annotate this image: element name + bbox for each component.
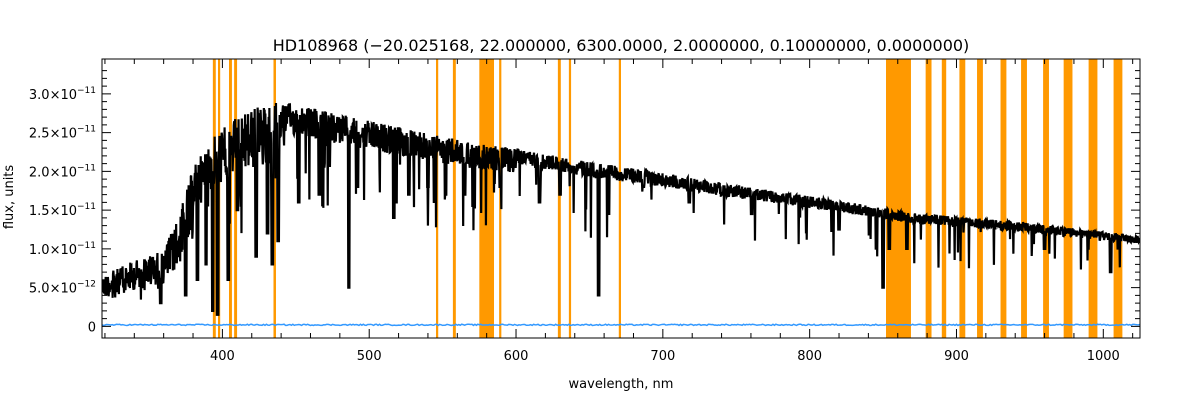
y-tick-exponent: −11 xyxy=(77,163,96,173)
x-tick-label: 600 xyxy=(504,349,529,364)
y-tick-label: 2.0×10−11 xyxy=(29,163,96,180)
masked-region-band xyxy=(557,59,561,338)
x-tick-label: 700 xyxy=(650,349,675,364)
x-tick-label: 400 xyxy=(210,349,235,364)
y-axis-title: flux, units xyxy=(2,165,17,230)
y-axis: 05.0×10−121.0×10−111.5×10−112.0×10−112.5… xyxy=(29,70,1140,335)
plot-inner xyxy=(102,59,1140,338)
x-axis-title: wavelength, nm xyxy=(569,377,674,392)
masked-region-band xyxy=(959,59,966,338)
plot-frame xyxy=(101,58,1141,339)
masked-region-band xyxy=(941,59,947,338)
masked-region-band xyxy=(1113,59,1123,338)
x-tick-label: 500 xyxy=(357,349,382,364)
y-tick-mantissa: 1.5×10 xyxy=(29,204,77,219)
x-tick-label: 900 xyxy=(944,349,969,364)
spectrum-flux-line xyxy=(102,102,1140,316)
y-tick-mantissa: 5.0×10 xyxy=(29,282,77,297)
y-tick-label: 3.0×10−11 xyxy=(29,86,96,103)
masked-region-band xyxy=(568,59,572,338)
x-tick-label: 800 xyxy=(797,349,822,364)
masked-region-band xyxy=(925,59,932,338)
chart-title: HD108968 (−20.025168, 22.000000, 6300.00… xyxy=(273,36,970,55)
y-tick-mantissa: 2.5×10 xyxy=(29,127,77,142)
error-series-line xyxy=(102,323,1140,327)
y-tick-exponent: −11 xyxy=(77,202,96,212)
y-tick-label: 5.0×10−12 xyxy=(29,280,96,297)
y-tick-mantissa: 0 xyxy=(88,320,96,335)
y-tick-mantissa: 3.0×10 xyxy=(29,88,77,103)
masked-region-band xyxy=(273,59,276,338)
masked-region-band xyxy=(977,59,983,338)
masked-region-band xyxy=(452,59,456,338)
plot-area xyxy=(102,59,1140,338)
y-tick-label: 1.0×10−11 xyxy=(29,241,96,258)
masked-region-band xyxy=(1088,59,1098,338)
masked-region-band xyxy=(1021,59,1027,338)
y-tick-exponent: −11 xyxy=(77,241,96,251)
y-tick-mantissa: 1.0×10 xyxy=(29,243,77,258)
y-tick-label: 0 xyxy=(88,320,96,335)
y-tick-exponent: −11 xyxy=(77,86,96,96)
y-tick-exponent: −12 xyxy=(77,280,96,290)
masked-region-band xyxy=(1063,59,1073,338)
y-tick-label: 2.5×10−11 xyxy=(29,125,96,142)
masked-region-band xyxy=(1043,59,1049,338)
masked-region-band xyxy=(618,59,621,338)
x-axis: 400 500 600 700 800 900 1000 xyxy=(104,59,1134,364)
y-tick-exponent: −11 xyxy=(77,125,96,135)
masked-region-band xyxy=(1000,59,1007,338)
x-tick-label: 1000 xyxy=(1087,349,1120,364)
y-tick-mantissa: 2.0×10 xyxy=(29,165,77,180)
masked-region-band xyxy=(886,59,911,338)
y-tick-label: 1.5×10−11 xyxy=(29,202,96,219)
